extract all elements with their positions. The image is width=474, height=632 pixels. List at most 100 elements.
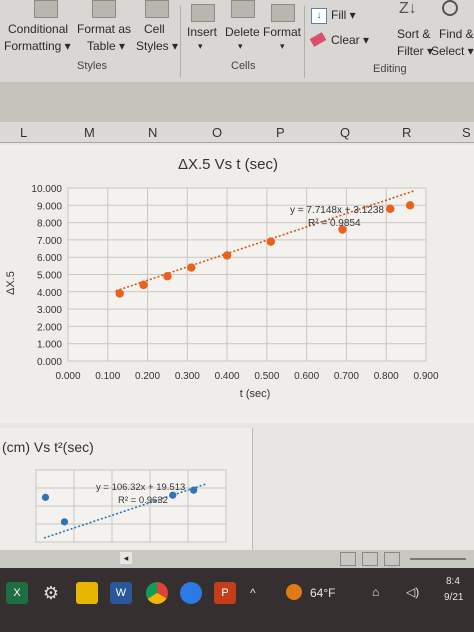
find-select-label-2: Select ▾: [431, 44, 474, 58]
chart1-data-point[interactable]: [222, 251, 232, 260]
chart1-data-point[interactable]: [115, 289, 124, 298]
weather-temperature[interactable]: 64°F: [310, 586, 336, 600]
chart1-title: ΔX.5 Vs t (sec): [178, 156, 278, 173]
ribbon-separator: [180, 6, 181, 78]
chart1-x-tick-label: 0.700: [334, 371, 359, 382]
column-header-s[interactable]: S: [462, 125, 471, 140]
delete-dropdown-icon[interactable]: ▾: [238, 41, 243, 51]
chart1-x-tick-label: 0.600: [294, 371, 319, 382]
show-hidden-icons-chevron[interactable]: ^: [250, 586, 256, 600]
styles-group-label: Styles: [77, 60, 107, 72]
conditional-formatting-icon: [34, 0, 58, 18]
format-as-table-label-1: Format as: [77, 22, 132, 36]
insert-dropdown-icon[interactable]: ▾: [198, 41, 203, 51]
page-layout-view-icon[interactable]: [362, 552, 378, 566]
delete-cells-icon: [231, 0, 255, 18]
chart1-data-point[interactable]: [266, 237, 276, 246]
styles-group: Conditional Formatting ▾ Format as Table…: [0, 0, 180, 82]
insert-cells-icon: [191, 4, 215, 22]
magnifier-icon: [442, 0, 458, 16]
chart2-data-point[interactable]: [169, 491, 177, 499]
chart2-data-point[interactable]: [41, 493, 50, 501]
format-button[interactable]: Format: [263, 25, 302, 39]
column-header-o[interactable]: O: [212, 125, 223, 140]
chart1-data-point[interactable]: [139, 280, 148, 290]
format-dropdown-icon[interactable]: ▾: [280, 41, 285, 51]
column-header-r[interactable]: R: [402, 125, 412, 140]
chart1-y-tick-label: 6.000: [37, 253, 62, 264]
excel-taskbar-icon[interactable]: X: [6, 582, 28, 604]
zoom-slider[interactable]: [410, 558, 466, 560]
column-header-m[interactable]: M: [84, 125, 95, 140]
chart1-y-tick-label: 2.000: [37, 322, 62, 333]
cells-group-label: Cells: [231, 60, 256, 72]
editing-group-label: Editing: [373, 63, 407, 75]
chart1-y-tick-label: 9.000: [37, 201, 62, 212]
format-as-table-label-2: Table ▾: [87, 39, 126, 53]
chart-delta-x-vs-t[interactable]: ΔX.5 Vs t (sec) 0.000 1.000 2.000 3.000 4.00…: [0, 145, 474, 423]
chart2-svg: (cm) Vs t²(sec) y = 106.32x + 19.513 R² …: [2, 439, 227, 543]
word-taskbar-icon[interactable]: W: [110, 582, 132, 604]
chart2-data-point[interactable]: [190, 486, 198, 494]
sort-filter-label-1: Sort &: [397, 27, 431, 41]
chart1-y-tick-label: 10.000: [31, 184, 62, 195]
chart2-title: (cm) Vs t²(sec): [2, 439, 94, 455]
settings-gear-icon[interactable]: ⚙: [42, 583, 60, 603]
cells-group: Insert Delete Format ▾ ▾ ▾ Cells: [181, 0, 303, 82]
format-cells-icon: [271, 4, 295, 22]
page-break-view-icon[interactable]: [384, 552, 400, 566]
clock-date[interactable]: 9/21: [444, 592, 464, 603]
chart1-y-tick-label: 5.000: [37, 271, 62, 282]
clear-label: Clear ▾: [331, 33, 370, 47]
powerpoint-taskbar-icon[interactable]: P: [214, 582, 236, 604]
cell-styles-label-1: Cell: [144, 22, 165, 36]
insert-button[interactable]: Insert: [187, 25, 218, 39]
chart2-trendline: [43, 483, 207, 539]
chart1-y-tick-label: 7.000: [37, 236, 62, 247]
scroll-left-icon[interactable]: ◂: [120, 552, 132, 564]
formula-area: [0, 82, 474, 122]
chart1-y-tick-label: 3.000: [37, 305, 62, 316]
chart1-data-point[interactable]: [163, 272, 172, 281]
sticky-notes-icon[interactable]: [76, 582, 98, 604]
chart1-y-tick-label: 0.000: [37, 357, 62, 368]
chart2-trend-equation: y = 106.32x + 19.513: [96, 482, 185, 493]
chart1-y-tick-label: 8.000: [37, 219, 62, 230]
chart1-data-point[interactable]: [187, 263, 196, 272]
chart1-data-point[interactable]: [386, 204, 395, 213]
chart2-data-point[interactable]: [60, 518, 69, 526]
chrome-icon[interactable]: [146, 582, 168, 604]
volume-icon[interactable]: ◁): [406, 585, 420, 599]
cell-styles-label-2: Styles ▾: [136, 39, 179, 53]
column-header-n[interactable]: N: [148, 125, 158, 140]
clear-button[interactable]: Clear ▾: [309, 32, 371, 49]
cell-styles-icon: [145, 0, 169, 18]
chart1-x-tick-label: 0.500: [254, 371, 279, 382]
chart1-y-tick-label: 1.000: [37, 340, 62, 351]
chart1-data-point[interactable]: [405, 201, 415, 210]
weather-icon[interactable]: [286, 584, 302, 600]
ribbon-separator: [304, 6, 305, 78]
column-header-p[interactable]: P: [276, 125, 285, 140]
ribbon: Conditional Formatting ▾ Format as Table…: [0, 0, 474, 82]
editing-group: ↓ Fill ▾ Clear ▾ Z↓ Sort & Filter ▾ Find…: [305, 0, 474, 82]
chart1-x-tick-label: 0.100: [95, 371, 120, 382]
fill-button[interactable]: ↓ Fill ▾: [311, 8, 371, 24]
conditional-formatting-label-1: Conditional: [8, 22, 69, 36]
format-as-table-icon: [92, 0, 116, 18]
chart-cm-vs-t-squared[interactable]: (cm) Vs t²(sec) y = 106.32x + 19.513 R² …: [0, 428, 253, 564]
delete-button[interactable]: Delete: [225, 25, 260, 39]
sort-icon: Z↓: [399, 0, 417, 17]
column-header-l[interactable]: L: [20, 125, 28, 140]
chart1-x-axis-label: t (sec): [240, 388, 271, 400]
chart1-data-point[interactable]: [338, 225, 347, 234]
browser-circle-icon[interactable]: [180, 582, 202, 604]
network-icon[interactable]: ⌂: [372, 585, 380, 599]
status-bar: ◂: [0, 550, 474, 568]
chart1-x-tick-label: 0.400: [215, 371, 240, 382]
clock-time[interactable]: 8:4: [446, 576, 460, 587]
conditional-formatting-label-2: Formatting ▾: [4, 39, 71, 53]
chart1-x-tick-label: 0.300: [175, 371, 200, 382]
normal-view-icon[interactable]: [340, 552, 356, 566]
column-header-q[interactable]: Q: [340, 125, 351, 140]
